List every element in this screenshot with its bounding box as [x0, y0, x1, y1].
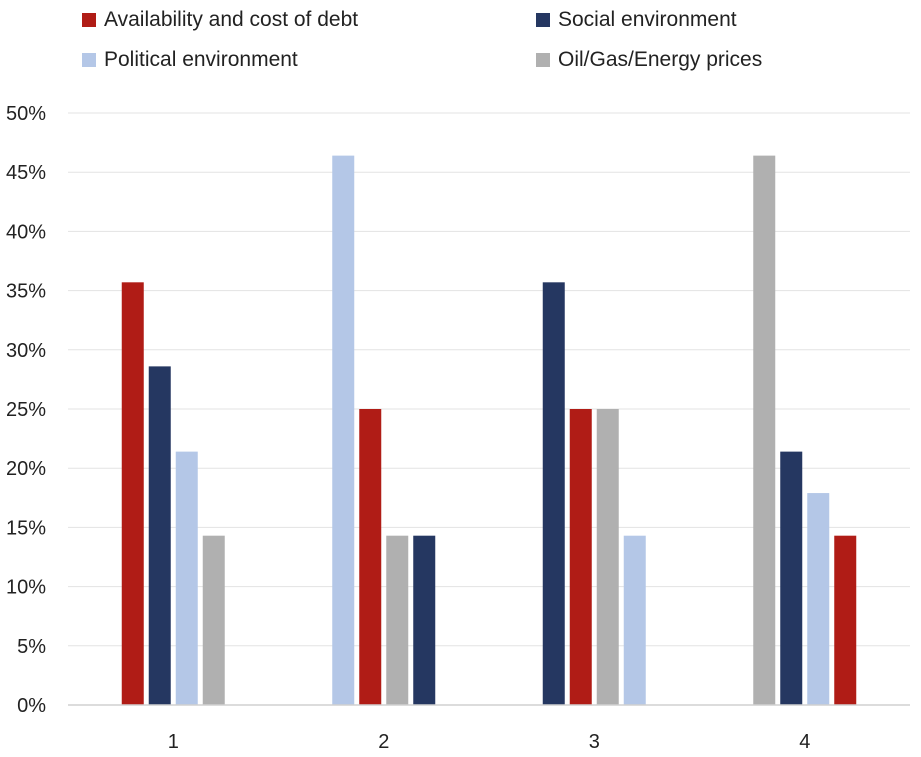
bar-oil-gas-energy-prices-3: [596, 409, 619, 705]
legend-item-availability-debt: Availability and cost of debt: [82, 6, 358, 34]
legend-label-energy-prices: Oil/Gas/Energy prices: [558, 48, 763, 71]
bar-oil-gas-energy-prices-1: [202, 535, 225, 705]
bar-availability-and-cost-of-debt-2: [359, 409, 382, 705]
y-tick-labels: 0% 5% 10% 15% 20% 25% 30% 35% 40% 45% 50%: [6, 103, 46, 717]
bars: [121, 155, 857, 705]
y-tick-label: 35%: [6, 281, 46, 303]
legend-swatch-availability-debt: [82, 13, 96, 27]
y-tick-label: 45%: [6, 162, 46, 184]
bar-social-environment-2: [413, 535, 436, 705]
chart-legend: Availability and cost of debt Social env…: [0, 0, 921, 90]
legend-swatch-social-environment: [536, 13, 550, 27]
y-tick-label: 50%: [6, 103, 46, 125]
y-tick-label: 20%: [6, 458, 46, 480]
legend-label-social-environment: Social environment: [558, 8, 737, 31]
bar-social-environment-1: [148, 366, 171, 705]
y-tick-label: 5%: [17, 636, 46, 658]
y-tick-label: 0%: [17, 695, 46, 717]
x-tick-label: 1: [168, 731, 179, 753]
legend-label-political-environment: Political environment: [104, 48, 298, 71]
bar-political-environment-4: [807, 493, 830, 705]
bar-availability-and-cost-of-debt-1: [121, 282, 144, 705]
bar-political-environment-2: [332, 155, 355, 705]
bar-availability-and-cost-of-debt-3: [569, 409, 592, 705]
x-tick-label: 2: [378, 731, 389, 753]
x-tick-label: 4: [799, 731, 810, 753]
bar-oil-gas-energy-prices-2: [386, 535, 409, 705]
legend-item-social-environment: Social environment: [536, 6, 737, 34]
x-tick-labels: 1 2 3 4: [168, 731, 811, 753]
bar-oil-gas-energy-prices-4: [753, 155, 776, 705]
bar-social-environment-3: [542, 282, 565, 705]
bar-social-environment-4: [780, 451, 803, 705]
y-tick-label: 25%: [6, 399, 46, 421]
x-tick-label: 3: [589, 731, 600, 753]
y-tick-label: 15%: [6, 517, 46, 539]
legend-label-availability-debt: Availability and cost of debt: [104, 8, 359, 31]
bar-political-environment-3: [623, 535, 646, 705]
y-tick-label: 30%: [6, 340, 46, 362]
legend-swatch-political-environment: [82, 53, 96, 67]
legend-item-political-environment: Political environment: [82, 46, 298, 74]
legend-swatch-energy-prices: [536, 53, 550, 67]
y-tick-label: 40%: [6, 221, 46, 243]
bar-political-environment-1: [175, 451, 198, 705]
y-tick-label: 10%: [6, 577, 46, 599]
bar-availability-and-cost-of-debt-4: [834, 535, 857, 705]
legend-item-energy-prices: Oil/Gas/Energy prices: [536, 46, 762, 74]
